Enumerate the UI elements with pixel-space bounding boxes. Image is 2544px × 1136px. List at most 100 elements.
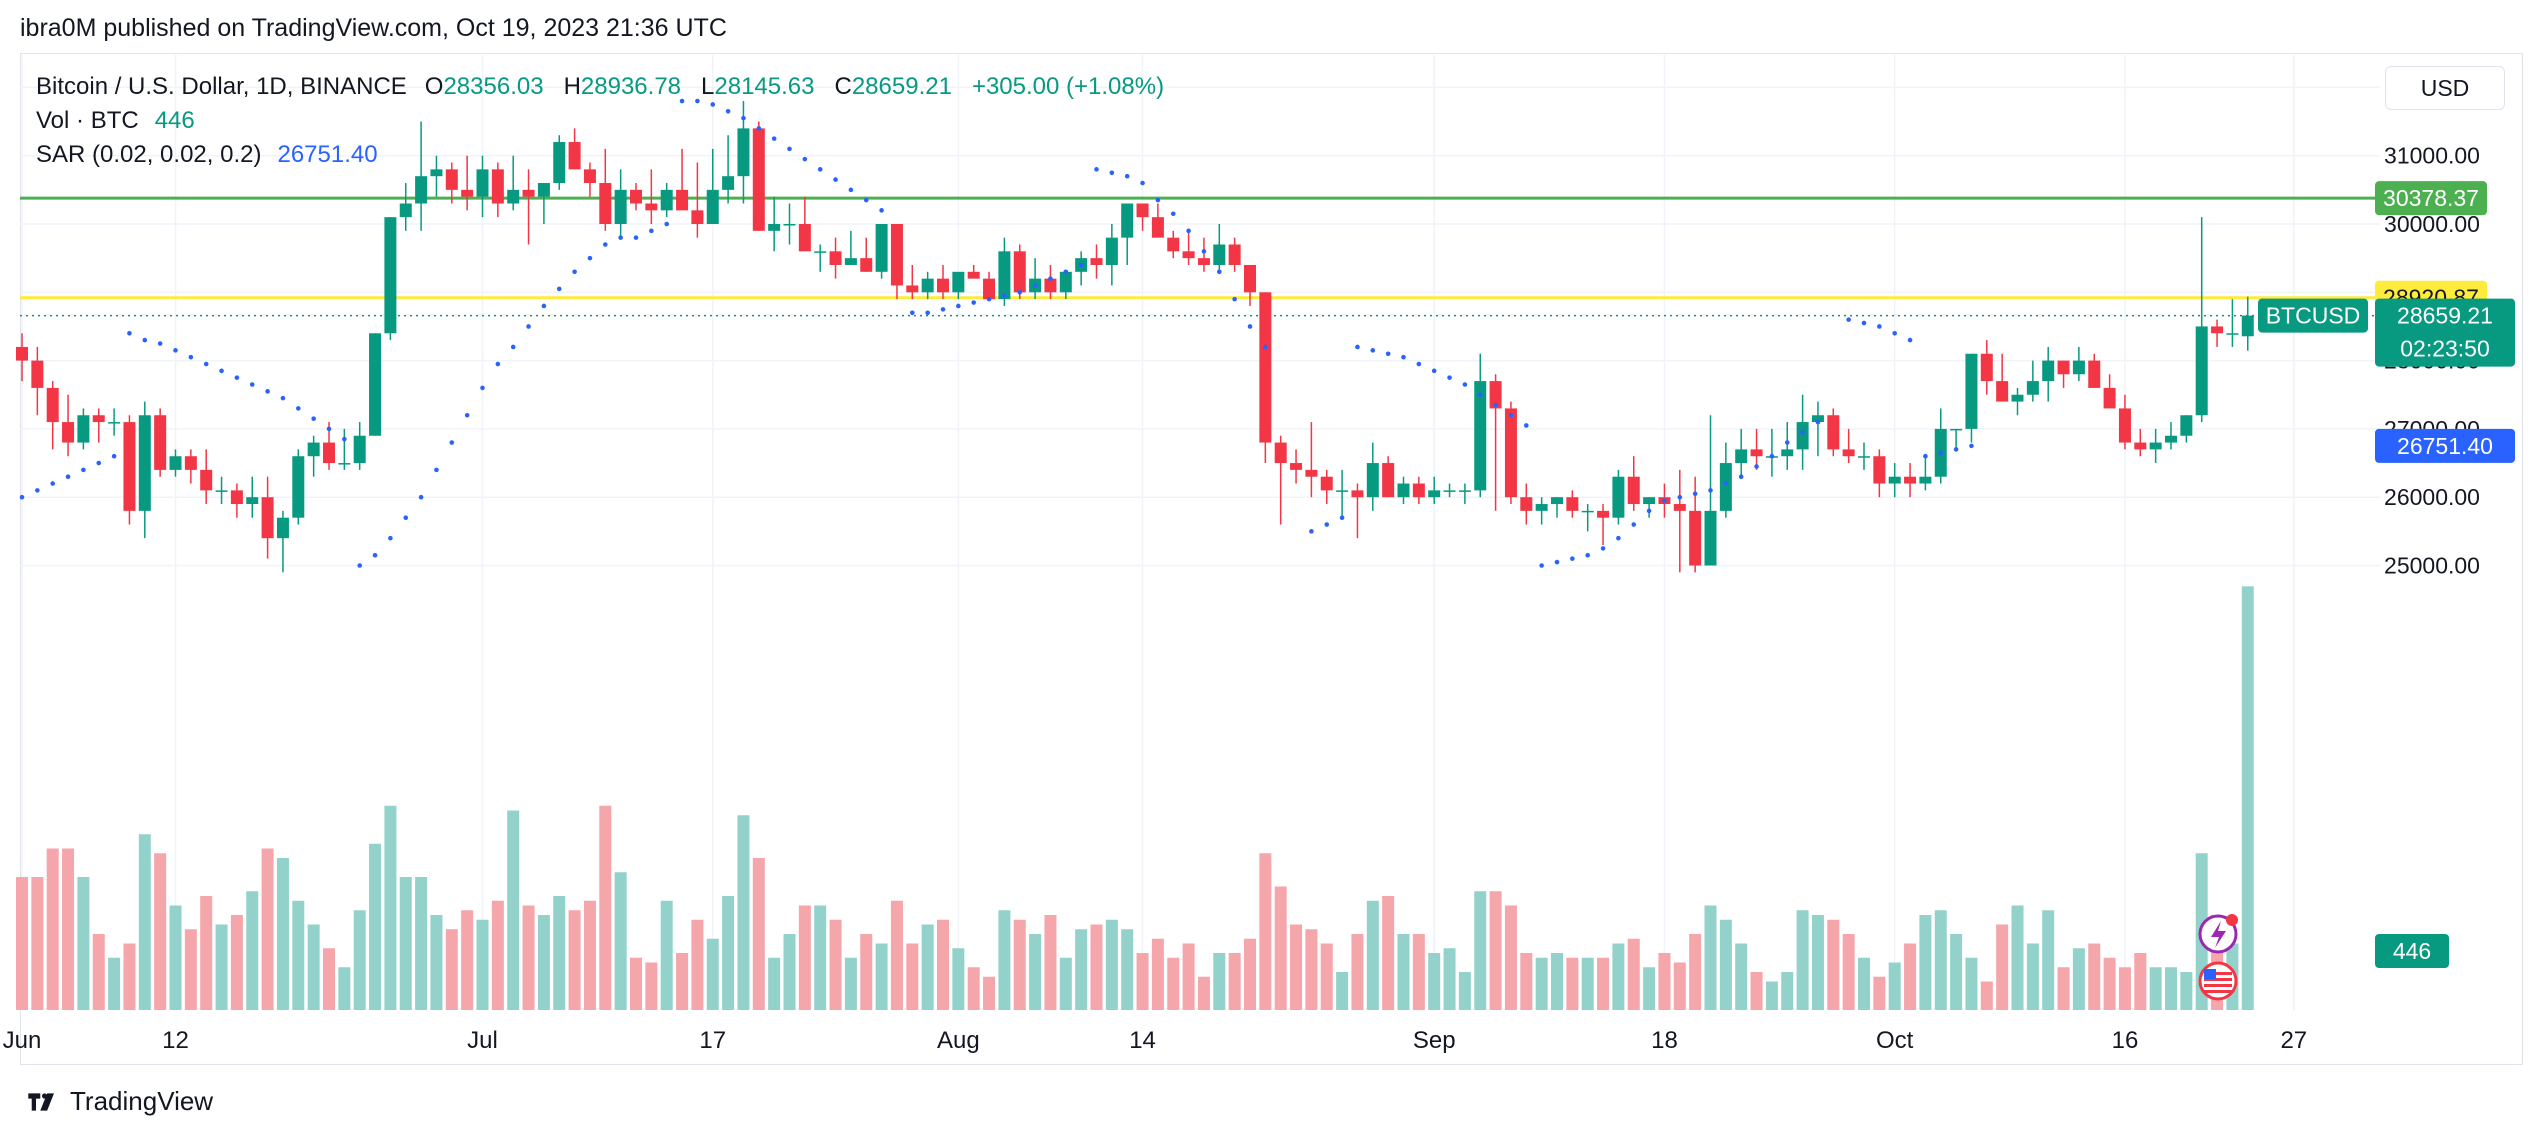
footer-brand[interactable]: TradingView bbox=[20, 1086, 213, 1117]
candle bbox=[2134, 428, 2147, 457]
candle-body bbox=[16, 346, 28, 361]
sar-dot bbox=[833, 177, 838, 182]
volume-bar bbox=[1259, 853, 1272, 1010]
candle-body bbox=[722, 176, 735, 190]
volume-bar bbox=[1520, 953, 1533, 1010]
volume-bar bbox=[1382, 896, 1395, 1010]
candle bbox=[706, 148, 719, 224]
x-tick-label: 27 bbox=[2280, 1027, 2307, 1054]
tradingview-logo-icon bbox=[28, 1092, 54, 1111]
sar-label[interactable]: SAR (0.02, 0.02, 0.2) bbox=[36, 141, 262, 168]
volume-bar bbox=[2149, 967, 2162, 1010]
volume-bar bbox=[1474, 891, 1487, 1010]
sar-dot bbox=[326, 426, 332, 432]
candle bbox=[676, 148, 689, 211]
volume-bar bbox=[108, 957, 121, 1010]
candle-body bbox=[461, 189, 474, 197]
sar-dot bbox=[173, 348, 178, 353]
volume-bar bbox=[752, 858, 765, 1010]
symbol-title[interactable]: Bitcoin / U.S. Dollar, 1D, BINANCE bbox=[36, 73, 407, 100]
candle-body bbox=[906, 285, 919, 293]
candle-body bbox=[1735, 449, 1748, 464]
volume-bar bbox=[2026, 943, 2039, 1010]
sar-dot bbox=[1232, 296, 1237, 302]
candle bbox=[937, 264, 949, 300]
candle bbox=[2088, 353, 2101, 388]
volume-bar bbox=[1090, 924, 1103, 1010]
sar-dot bbox=[741, 115, 746, 121]
candle-body bbox=[1627, 476, 1640, 505]
lightning-icon bbox=[2198, 914, 2238, 954]
candle bbox=[1765, 428, 1778, 477]
volume-bar bbox=[1765, 981, 1778, 1010]
candle bbox=[430, 155, 443, 197]
candle bbox=[307, 435, 320, 477]
candle-body bbox=[1858, 456, 1870, 458]
candle-body bbox=[92, 415, 105, 423]
candle bbox=[1443, 483, 1456, 498]
volume-bar bbox=[2042, 910, 2055, 1010]
volume-bar bbox=[292, 900, 305, 1010]
volume-bar bbox=[430, 915, 443, 1010]
sar-dot bbox=[96, 460, 102, 466]
candle bbox=[890, 224, 903, 300]
candle bbox=[1842, 428, 1855, 464]
candle-body bbox=[1305, 469, 1318, 477]
candle-body bbox=[1044, 278, 1057, 293]
volume-bar bbox=[415, 877, 428, 1010]
sar-dot bbox=[403, 515, 409, 520]
candle bbox=[476, 155, 489, 218]
candle-body bbox=[660, 189, 673, 211]
sar-dot bbox=[695, 98, 700, 104]
candle-body bbox=[1597, 510, 1610, 518]
candle-body bbox=[62, 422, 75, 443]
sar-dot bbox=[1186, 228, 1191, 234]
candle-body bbox=[323, 442, 335, 464]
volume-bar bbox=[491, 900, 504, 1010]
volume-label[interactable]: Vol · BTC bbox=[36, 107, 139, 134]
volume-bar bbox=[1858, 957, 1870, 1010]
volume-bar bbox=[1274, 886, 1287, 1010]
candle-body bbox=[630, 189, 642, 204]
volume-bar bbox=[1182, 943, 1195, 1010]
candle-body bbox=[1704, 510, 1717, 566]
candle bbox=[1627, 456, 1640, 511]
candle-body bbox=[1689, 510, 1702, 566]
x-tick-label: Jun bbox=[3, 1027, 42, 1054]
volume-bar bbox=[998, 910, 1011, 1010]
candle bbox=[1965, 353, 1978, 443]
sar-dot bbox=[971, 300, 976, 305]
sar-value: 26751.40 bbox=[277, 141, 378, 168]
sar-dot bbox=[1923, 453, 1928, 459]
candle bbox=[2180, 415, 2193, 443]
candle-body bbox=[169, 456, 182, 470]
sar-dot bbox=[1247, 324, 1253, 329]
candle bbox=[906, 264, 919, 300]
candle bbox=[1244, 264, 1256, 306]
volume-bar bbox=[399, 877, 412, 1010]
close-value: 28659.21 bbox=[851, 73, 952, 100]
sar-dot bbox=[418, 494, 424, 500]
y-tick-label: 31000.00 bbox=[2384, 143, 2480, 169]
sar-dot bbox=[756, 126, 762, 131]
sar-dot bbox=[1708, 488, 1713, 493]
candle bbox=[2195, 217, 2208, 423]
candle bbox=[1366, 442, 1379, 511]
sar-dot bbox=[940, 307, 946, 312]
volume-bar bbox=[1443, 948, 1456, 1010]
candle bbox=[691, 162, 704, 238]
candle-body bbox=[875, 224, 888, 272]
currency-button[interactable]: USD bbox=[2385, 66, 2505, 110]
candle-body bbox=[1551, 497, 1563, 505]
sar-dot bbox=[1784, 440, 1790, 445]
change-value: +305.00 (+1.08%) bbox=[971, 73, 1165, 100]
candle-body bbox=[583, 169, 596, 184]
candle-body bbox=[415, 176, 428, 204]
sar-dot bbox=[618, 235, 623, 240]
volume-bar bbox=[676, 953, 689, 1010]
sar-dot bbox=[1355, 344, 1360, 350]
candle-body bbox=[445, 169, 458, 190]
candle-body bbox=[1121, 203, 1134, 238]
candle bbox=[1980, 340, 1993, 395]
